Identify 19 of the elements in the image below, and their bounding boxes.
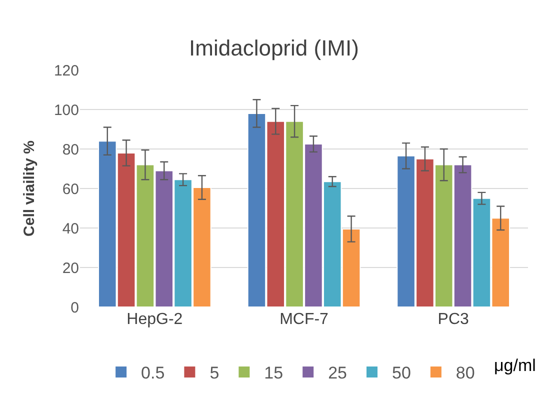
legend-label: 80 <box>456 364 475 383</box>
legend-label: 25 <box>328 364 348 383</box>
legend-label: 5 <box>210 364 220 383</box>
x-tick-label: MCF-7 <box>280 311 329 328</box>
y-tick-label: 100 <box>54 102 79 119</box>
x-tick-label: HepG-2 <box>126 311 183 328</box>
y-tick-label: 60 <box>62 180 79 198</box>
chart-title: Imidacloprid (IMI) <box>189 36 359 61</box>
legend-title: μg/ml <box>494 356 536 375</box>
y-tick-label: 80 <box>62 141 79 158</box>
y-tick-label: 20 <box>62 260 79 277</box>
legend-label: 50 <box>392 364 411 383</box>
legend-label: 0.5 <box>141 364 165 383</box>
y-tick-label: 120 <box>54 62 79 80</box>
y-tick-label: 40 <box>62 220 79 238</box>
y-tick-label: 0 <box>70 299 79 316</box>
legend-label: 15 <box>264 364 284 383</box>
x-tick-label: PC3 <box>438 311 469 328</box>
y-axis-title: Cell viaility % <box>21 140 38 236</box>
